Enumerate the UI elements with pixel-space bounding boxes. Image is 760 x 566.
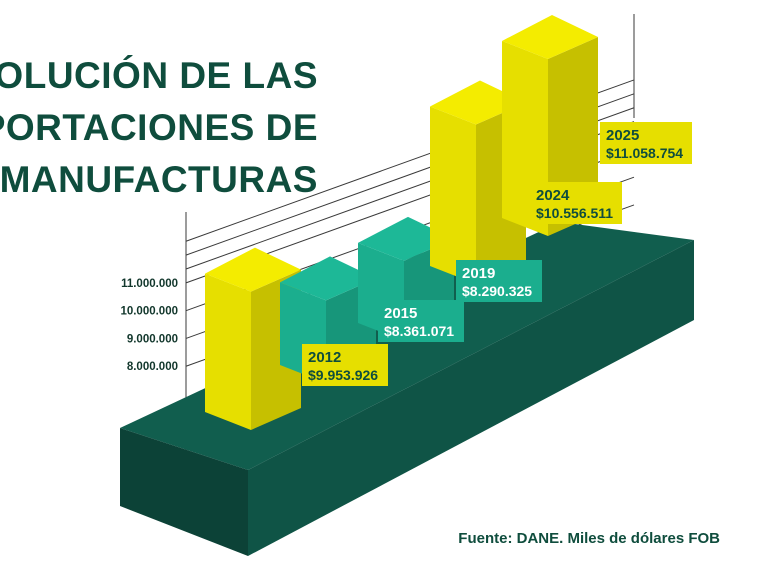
y-tick-label: 11.000.000 xyxy=(121,278,178,290)
label-year: 2012 xyxy=(308,349,341,366)
source-note: Fuente: DANE. Miles de dólares FOB xyxy=(458,530,720,547)
label-value: $8.361.071 xyxy=(384,323,454,339)
label-value: $9.953.926 xyxy=(308,367,378,383)
bar-top-face xyxy=(280,256,376,301)
label-year: 2025 xyxy=(606,127,639,144)
label-year: 2015 xyxy=(384,305,417,322)
bars xyxy=(205,14,598,430)
bar-top-face xyxy=(205,247,301,292)
label-box xyxy=(302,344,388,386)
bar-2024 xyxy=(430,80,526,284)
label-value: $10.556.511 xyxy=(536,205,613,221)
label-2019: 2019$8.290.325 xyxy=(456,260,542,302)
label-box xyxy=(530,182,622,224)
y-tick-label: 10.000.000 xyxy=(120,306,178,318)
label-2024: 2024$10.556.511 xyxy=(530,182,622,224)
platform-side xyxy=(248,240,694,556)
title-line-3: MANUFACTURAS xyxy=(0,159,318,200)
platform-front xyxy=(120,428,248,556)
title-line-2: EXPORTACIONES DE xyxy=(0,107,318,148)
y-tick-label: 9.000.000 xyxy=(127,333,178,345)
bar-top-face xyxy=(502,14,598,59)
label-value: $11.058.754 xyxy=(606,145,683,161)
y-tick-label: 8.000.000 xyxy=(127,361,178,373)
label-2012: 2012$9.953.926 xyxy=(302,344,388,386)
chart-title: EVOLUCIÓN DE LAS EXPORTACIONES DE MANUFA… xyxy=(0,54,318,200)
label-box xyxy=(378,300,464,342)
y-axis-ticks: 8.000.000 9.000.000 10.000.000 11.000.000 xyxy=(120,278,178,373)
label-2025: 2025$11.058.754 xyxy=(600,122,692,164)
label-year: 2024 xyxy=(536,187,570,204)
label-value: $8.290.325 xyxy=(462,283,532,299)
title-line-1: EVOLUCIÓN DE LAS xyxy=(0,54,318,96)
label-box xyxy=(456,260,542,302)
bar-front-face xyxy=(205,273,251,430)
data-labels: 2012$9.953.9262015$8.361.0712019$8.290.3… xyxy=(302,122,692,386)
bar-front-face xyxy=(430,106,476,284)
label-year: 2019 xyxy=(462,265,495,282)
label-2015: 2015$8.361.071 xyxy=(378,300,464,342)
label-box xyxy=(600,122,692,164)
